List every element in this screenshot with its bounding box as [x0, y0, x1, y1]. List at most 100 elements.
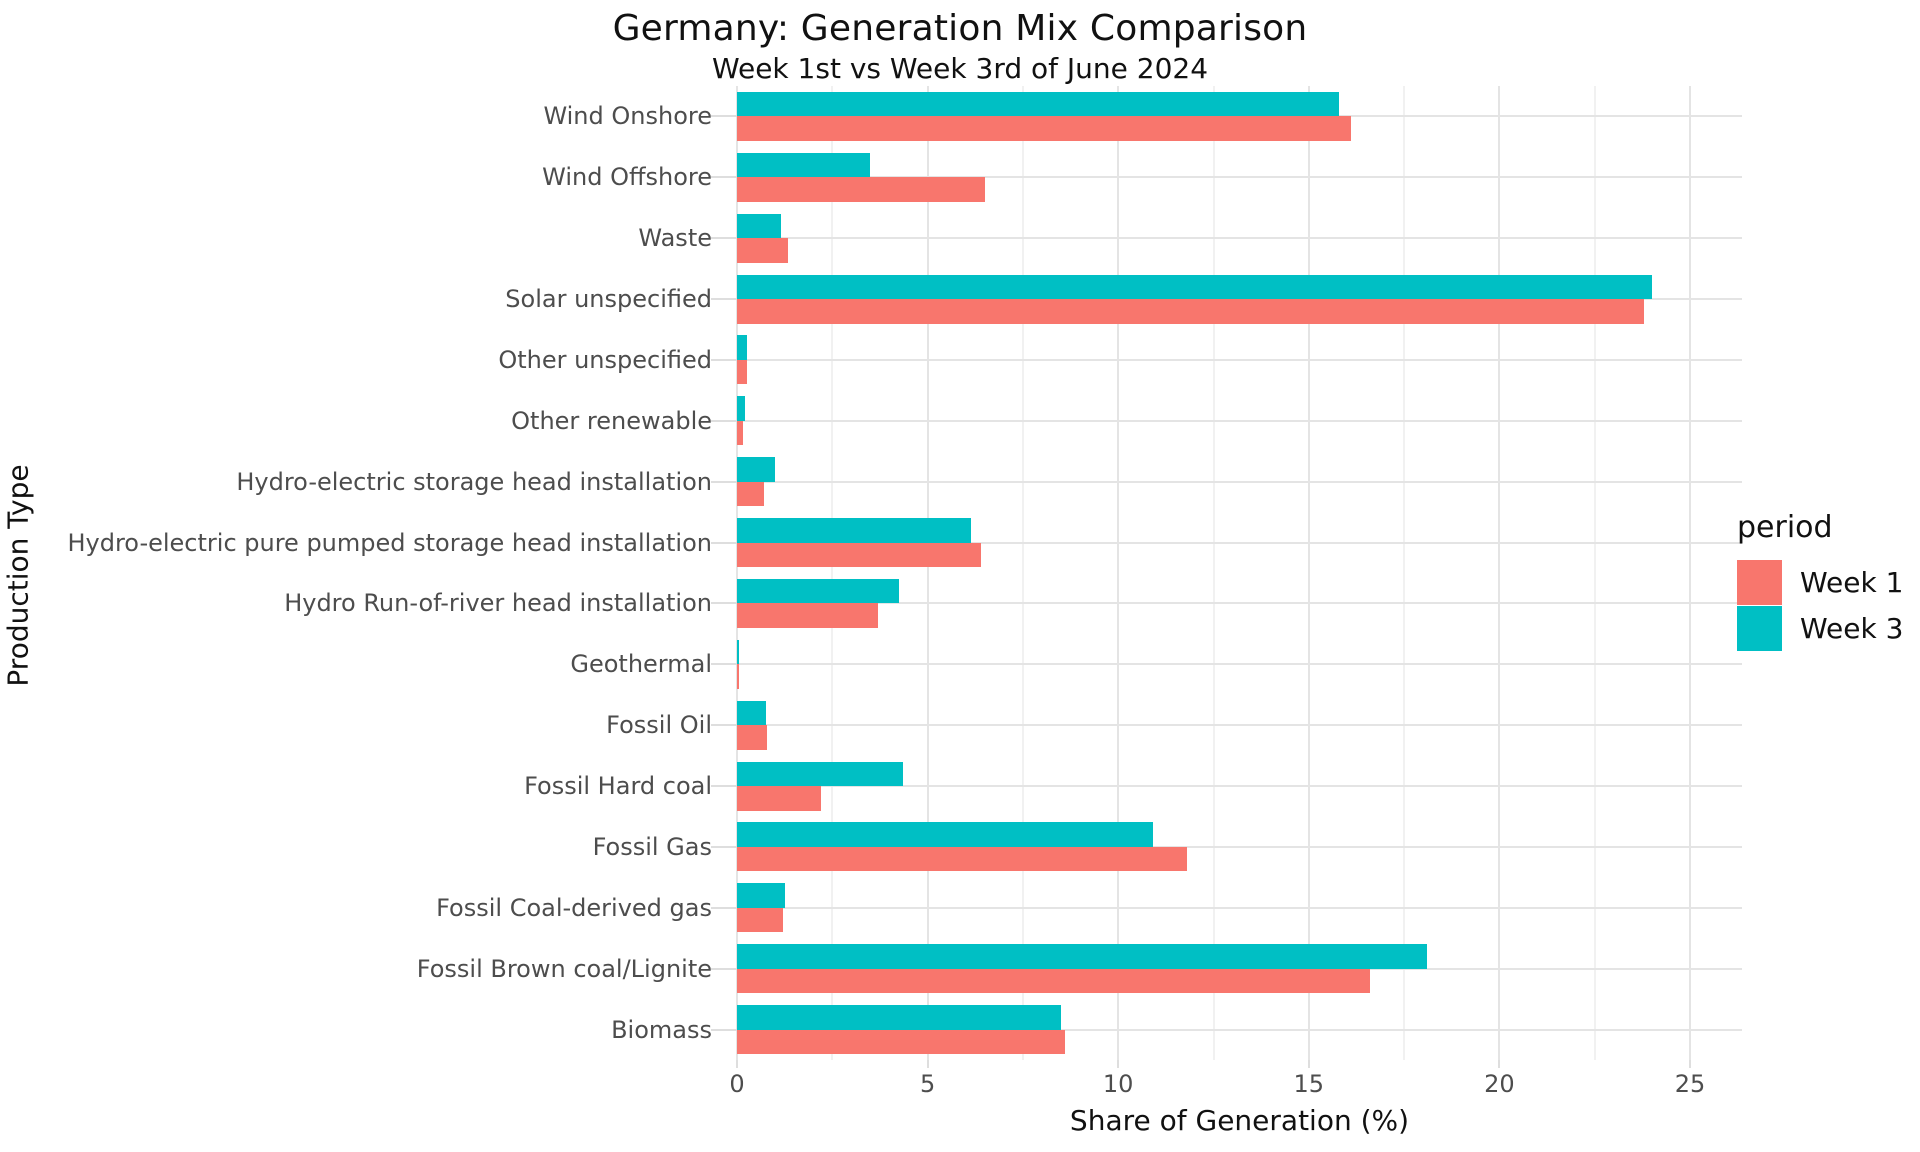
y-axis-tick	[711, 1028, 737, 1031]
bar-week-3-hydro-electric-pure-pumped-storage-head-installation	[737, 518, 972, 543]
x-axis-tick	[926, 1060, 929, 1068]
legend-title: period	[1737, 510, 1833, 545]
gridline-y-major	[737, 602, 1742, 605]
gridline-x-major	[1498, 86, 1501, 1060]
y-axis-label-hydro-run-of-river-head-installation: Hydro Run-of-river head installation	[284, 589, 712, 618]
bar-week-1-waste	[737, 238, 789, 263]
gridline-y-major	[737, 237, 1742, 240]
gridline-x-minor	[831, 86, 834, 1060]
bar-week-1-other-renewable	[737, 420, 743, 446]
y-axis-label-fossil-oil: Fossil Oil	[606, 711, 712, 740]
bar-week-1-fossil-hard-coal	[737, 786, 821, 811]
legend-swatch-week-1	[1737, 559, 1782, 605]
gridline-x-major	[1307, 86, 1310, 1060]
bar-week-1-biomass	[737, 1029, 1065, 1055]
y-axis-label-hydro-electric-pure-pumped-storage-head-installation: Hydro-electric pure pumped storage head …	[67, 528, 712, 557]
bar-week-1-hydro-run-of-river-head-installation	[737, 603, 879, 628]
gridline-y-major	[737, 176, 1742, 179]
y-axis-label-biomass: Biomass	[611, 1015, 712, 1044]
y-axis-label-other-unspecified: Other unspecified	[498, 345, 712, 374]
legend-item-week-3: Week 3	[1737, 605, 1903, 651]
gridline-y-major	[737, 906, 1742, 909]
bar-week-3-hydro-run-of-river-head-installation	[737, 578, 899, 604]
y-axis-tick	[711, 298, 737, 301]
y-axis-tick	[711, 967, 737, 970]
gridline-y-major	[737, 1028, 1742, 1031]
x-axis-tick-label: 10	[1102, 1070, 1134, 1098]
y-axis-tick	[711, 602, 737, 605]
bar-week-1-geothermal	[737, 664, 739, 689]
gridline-y-major	[737, 480, 1742, 483]
y-axis-label-solar-unspecified: Solar unspecified	[505, 285, 712, 314]
y-axis-tick	[711, 115, 737, 118]
bar-week-3-geothermal	[737, 639, 739, 665]
y-axis-tick	[711, 845, 737, 848]
gridline-y-major	[737, 785, 1742, 788]
gridline-x-minor	[1593, 86, 1596, 1060]
bar-week-1-fossil-coal-derived-gas	[737, 907, 783, 933]
bar-week-1-hydro-electric-pure-pumped-storage-head-installation	[737, 542, 981, 568]
x-axis-tick	[1117, 1060, 1120, 1068]
y-axis-title: Production Type	[1, 464, 35, 687]
y-axis-label-other-renewable: Other renewable	[511, 406, 712, 435]
y-axis-label-fossil-hard-coal: Fossil Hard coal	[524, 772, 712, 801]
bar-week-3-fossil-gas	[737, 822, 1153, 847]
y-axis-tick	[711, 358, 737, 361]
gridline-x-minor	[1403, 86, 1406, 1060]
gridline-x-minor	[1212, 86, 1215, 1060]
bar-week-3-waste	[737, 213, 781, 239]
chart-subtitle: Week 1st vs Week 3rd of June 2024	[711, 52, 1209, 85]
bar-week-3-hydro-electric-storage-head-installation	[737, 457, 776, 482]
y-axis-tick	[711, 724, 737, 727]
bar-week-1-wind-onshore	[737, 116, 1351, 141]
gridline-y-major	[737, 419, 1742, 422]
gridline-y-major	[737, 845, 1742, 848]
y-axis-tick	[711, 785, 737, 788]
bar-week-1-hydro-electric-storage-head-installation	[737, 481, 764, 507]
y-axis-tick	[711, 480, 737, 483]
bar-week-3-other-unspecified	[737, 335, 747, 360]
bar-week-1-fossil-brown-coal-lignite	[737, 968, 1370, 994]
x-axis-tick	[1307, 1060, 1310, 1068]
y-axis-tick	[711, 906, 737, 909]
legend-items: Week 1 Week 3	[1737, 559, 1903, 651]
y-axis-label-hydro-electric-storage-head-installation: Hydro-electric storage head installation	[236, 467, 712, 496]
gridline-x-minor	[1021, 86, 1024, 1060]
bar-week-3-biomass	[737, 1005, 1062, 1030]
bar-week-1-wind-offshore	[737, 177, 985, 202]
gridline-x-major	[736, 86, 738, 1060]
bar-week-3-solar-unspecified	[737, 274, 1652, 300]
gridline-y-major	[737, 541, 1742, 544]
y-axis-label-fossil-gas: Fossil Gas	[592, 832, 712, 861]
y-axis-label-wind-onshore: Wind Onshore	[543, 102, 712, 131]
x-axis-tick	[1689, 1060, 1691, 1068]
x-axis-tick	[1498, 1060, 1501, 1068]
bar-week-3-wind-onshore	[737, 91, 1340, 117]
chart-title: Germany: Generation Mix Comparison	[612, 8, 1308, 49]
bar-week-3-fossil-hard-coal	[737, 761, 903, 787]
gridline-y-major	[737, 724, 1742, 727]
x-axis-tick	[736, 1060, 738, 1068]
y-axis-label-fossil-brown-coal-lignite: Fossil Brown coal/Lignite	[416, 954, 712, 983]
plot-panel	[736, 86, 1742, 1060]
bar-week-1-other-unspecified	[737, 359, 747, 385]
gridline-y-major	[737, 358, 1742, 361]
bar-week-1-solar-unspecified	[737, 299, 1645, 324]
x-axis-tick-label: 0	[729, 1070, 745, 1098]
bar-week-3-fossil-oil	[737, 700, 766, 726]
gridline-x-major	[926, 86, 929, 1060]
x-axis-tick-label: 20	[1484, 1070, 1515, 1098]
y-axis-label-waste: Waste	[638, 224, 712, 253]
bar-week-3-fossil-coal-derived-gas	[737, 883, 785, 908]
bar-week-1-fossil-gas	[737, 846, 1187, 872]
y-axis-tick	[711, 663, 737, 666]
bar-week-3-wind-offshore	[737, 152, 871, 178]
bar-week-3-other-renewable	[737, 396, 745, 421]
bar-week-1-fossil-oil	[737, 725, 768, 750]
y-axis-label-fossil-coal-derived-gas: Fossil Coal-derived gas	[436, 893, 712, 922]
x-axis-tick-label: 15	[1293, 1070, 1325, 1098]
y-axis-tick	[711, 541, 737, 544]
y-axis-tick	[711, 419, 737, 422]
x-axis-title: Share of Generation (%)	[1069, 1104, 1410, 1137]
